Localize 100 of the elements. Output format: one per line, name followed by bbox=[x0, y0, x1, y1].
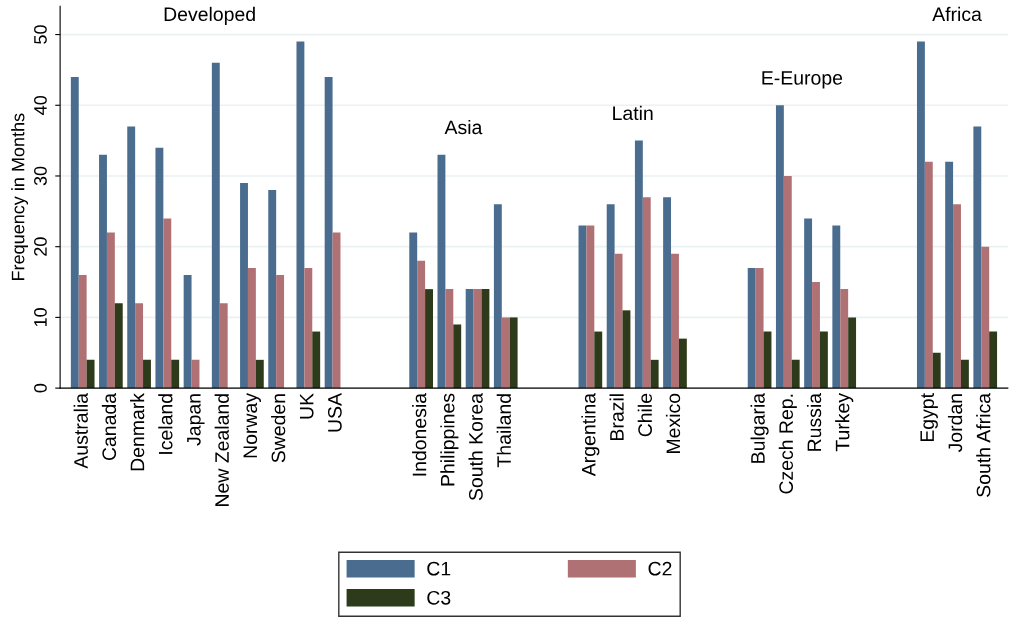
bar bbox=[437, 154, 446, 389]
bar bbox=[247, 267, 256, 389]
bar bbox=[509, 317, 518, 389]
bar bbox=[425, 289, 433, 389]
bar bbox=[501, 317, 510, 389]
y-tick-label: 50 bbox=[34, 25, 47, 44]
x-tick-label: UK bbox=[299, 393, 314, 419]
legend-label: C2 bbox=[648, 561, 672, 576]
x-tick-label: Mexico bbox=[665, 393, 681, 453]
bar bbox=[804, 218, 813, 389]
bar bbox=[445, 289, 454, 389]
x-tick-label: South Africa bbox=[976, 392, 991, 497]
bar bbox=[634, 140, 643, 389]
bar bbox=[671, 253, 679, 389]
bar bbox=[143, 359, 151, 389]
bar bbox=[276, 274, 285, 389]
x-tick-label: Brazil bbox=[609, 394, 624, 441]
x-tick-label: Jordan bbox=[947, 394, 963, 453]
x-tick-label: Japan bbox=[187, 394, 205, 446]
y-tick-label: 40 bbox=[34, 95, 47, 115]
annotation: Developed bbox=[164, 6, 255, 25]
bar bbox=[255, 359, 264, 389]
bar bbox=[791, 359, 800, 389]
x-tick-label: Australia bbox=[73, 392, 88, 469]
bar bbox=[268, 190, 277, 389]
x-tick-label: Philippines bbox=[440, 393, 459, 486]
y-axis-title: Frequency in Months bbox=[11, 113, 29, 280]
bar bbox=[493, 204, 502, 389]
x-tick-label: USA bbox=[327, 393, 342, 432]
x-tick-label: Czech Rep. bbox=[778, 394, 797, 494]
bar bbox=[135, 303, 144, 389]
bar bbox=[304, 267, 313, 389]
bar bbox=[755, 267, 764, 389]
bar bbox=[86, 359, 95, 389]
bar bbox=[594, 331, 603, 389]
x-tick-label: Iceland bbox=[158, 394, 173, 454]
bar bbox=[606, 204, 615, 389]
y-tick-label: 20 bbox=[34, 237, 47, 256]
bar bbox=[211, 62, 220, 389]
annotation: Asia bbox=[444, 119, 483, 135]
y-tick-label: 30 bbox=[34, 166, 47, 186]
bar bbox=[99, 154, 107, 389]
bar bbox=[663, 197, 672, 389]
bar bbox=[296, 41, 305, 389]
x-tick-label: Sweden bbox=[271, 394, 286, 463]
bar bbox=[775, 105, 784, 389]
x-tick-label: Thailand bbox=[496, 394, 511, 468]
bar bbox=[747, 267, 756, 389]
bar bbox=[678, 338, 687, 389]
bar bbox=[312, 331, 321, 389]
bar bbox=[614, 253, 623, 389]
bar bbox=[840, 289, 849, 389]
bar bbox=[171, 359, 180, 389]
bar bbox=[114, 303, 123, 389]
bar bbox=[973, 126, 982, 389]
bar bbox=[989, 331, 998, 389]
bar bbox=[916, 41, 925, 389]
bar bbox=[481, 289, 490, 389]
x-tick-label: Norway bbox=[243, 393, 261, 458]
bar bbox=[240, 183, 248, 389]
bar bbox=[945, 161, 954, 389]
x-tick-label: Turkey bbox=[835, 393, 854, 452]
x-tick-label: South Korea bbox=[468, 392, 483, 501]
bar bbox=[783, 175, 792, 389]
bar bbox=[586, 225, 595, 389]
x-tick-label: Bulgaria bbox=[750, 392, 769, 463]
bar bbox=[650, 359, 659, 389]
x-tick-label: Egypt bbox=[920, 393, 938, 442]
bar bbox=[106, 232, 115, 389]
x-tick-label: Indonesia bbox=[412, 392, 427, 476]
bar bbox=[960, 359, 969, 389]
bar bbox=[642, 197, 651, 389]
bar bbox=[409, 232, 418, 389]
bar bbox=[219, 303, 228, 389]
y-tick-label: 0 bbox=[34, 383, 47, 393]
bar bbox=[155, 147, 164, 389]
bar bbox=[465, 289, 474, 389]
bar bbox=[812, 282, 820, 389]
bar bbox=[981, 246, 990, 389]
bar bbox=[70, 76, 79, 389]
bar bbox=[183, 274, 192, 389]
bar bbox=[848, 317, 857, 389]
bar bbox=[924, 161, 933, 389]
bar bbox=[417, 260, 426, 389]
x-tick-label: Russia bbox=[806, 392, 822, 451]
bar bbox=[819, 331, 828, 389]
x-tick-label: Canada bbox=[101, 392, 117, 461]
x-tick-label: Chile bbox=[637, 393, 652, 437]
bar bbox=[953, 204, 961, 389]
bar bbox=[78, 274, 87, 389]
x-tick-label: Denmark bbox=[130, 392, 145, 471]
legend-label: C3 bbox=[427, 590, 451, 605]
x-tick-label: Argentina bbox=[581, 392, 600, 477]
annotation: Africa bbox=[932, 6, 982, 22]
bar bbox=[324, 76, 333, 389]
bar bbox=[127, 126, 136, 389]
bar bbox=[932, 352, 941, 389]
annotation: Latin bbox=[613, 105, 653, 121]
bar bbox=[163, 218, 172, 389]
y-tick-label: 10 bbox=[34, 308, 47, 327]
